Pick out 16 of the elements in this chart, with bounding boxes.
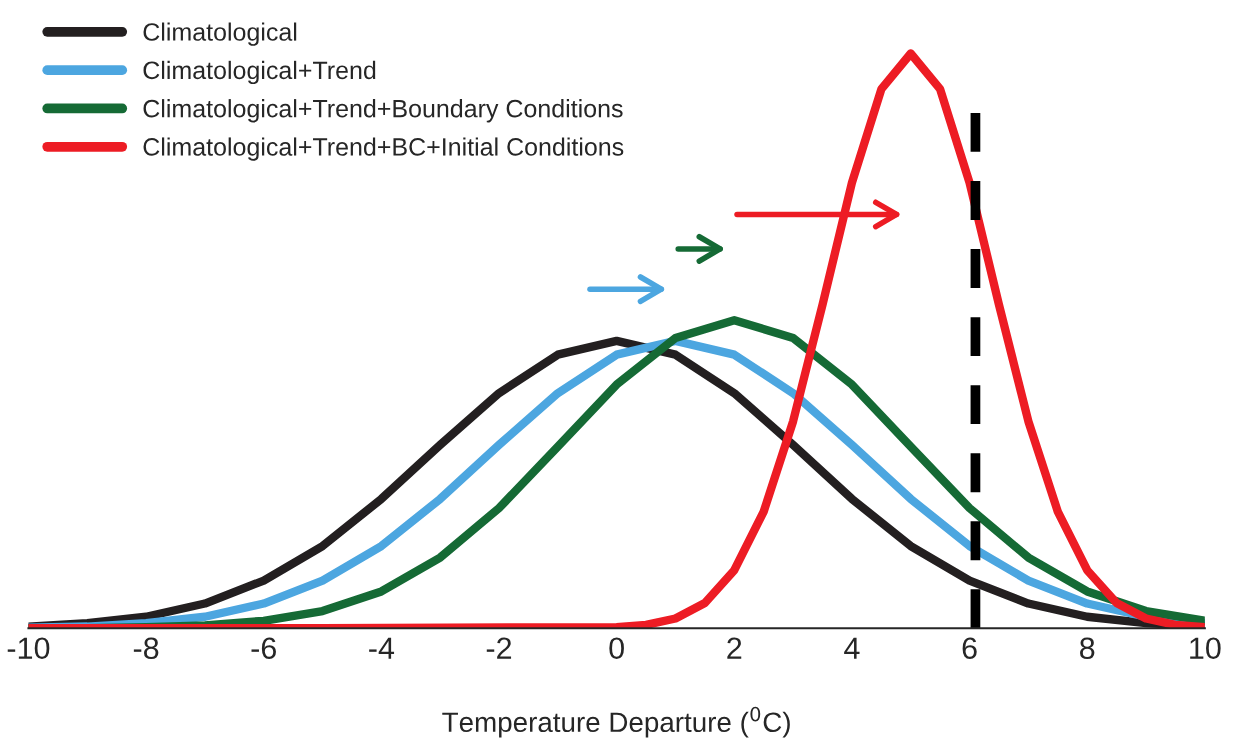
x-tick-label: -4 — [369, 637, 395, 659]
x-tick-label: 8 — [1080, 637, 1095, 660]
x-tick-label: 2 — [727, 637, 742, 659]
x-tick-label: -2 — [486, 637, 512, 659]
x-tick-label: -10 — [7, 637, 50, 660]
x-tick-label: -6 — [251, 637, 276, 660]
x-tick-label: 4 — [844, 637, 860, 659]
x-axis-title: Temperature Departure ($^{0}$C) — [442, 706, 790, 738]
legend-label: Climatological+Trend+Boundary Conditions — [143, 99, 623, 123]
legend-label: Climatological+Trend+BC+Initial Conditions — [143, 137, 624, 161]
legend-label: Climatological — [143, 22, 297, 46]
legend-label: Climatological+Trend — [143, 60, 376, 85]
x-tick-label: 6 — [962, 637, 977, 660]
x-tick-label: 10 — [1190, 637, 1221, 660]
x-tick-label: -8 — [133, 637, 159, 660]
x-tick-label: 0 — [609, 637, 624, 660]
